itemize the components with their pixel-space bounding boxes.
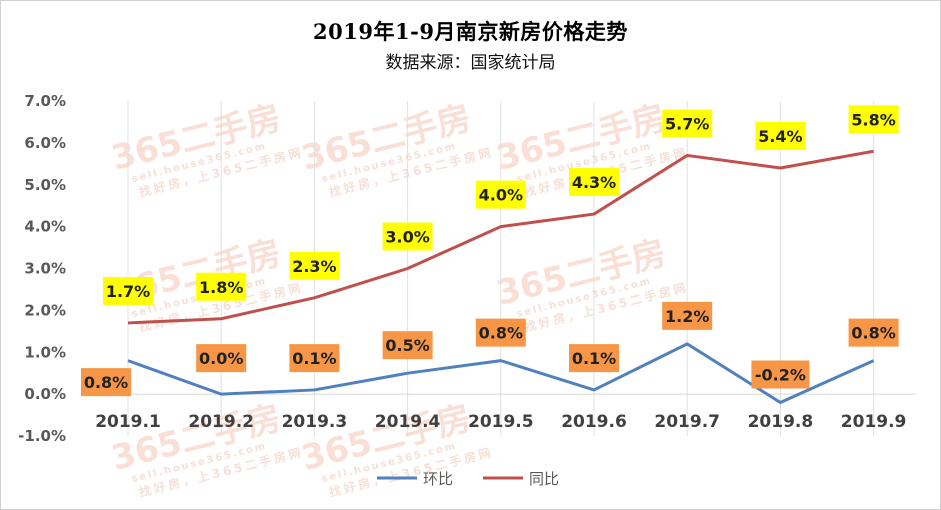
- legend-item: 环比: [377, 470, 453, 488]
- data-label-box: [475, 318, 526, 347]
- data-label-text: 4.0%: [479, 186, 523, 205]
- legend-item: 同比: [483, 470, 559, 488]
- x-tick-label: 2019.3: [282, 412, 348, 432]
- data-label-text: 0.8%: [851, 324, 895, 343]
- data-label-text: 0.8%: [84, 373, 128, 392]
- y-tick-label: -1.0%: [18, 427, 66, 445]
- y-tick-label: 2.0%: [24, 301, 66, 319]
- data-label: -0.2%: [751, 360, 810, 389]
- data-label-box: [382, 222, 433, 251]
- data-label-box: [751, 360, 810, 389]
- data-label-text: 1.2%: [665, 307, 709, 326]
- data-label: 0.8%: [81, 368, 131, 397]
- x-tick-label: 2019.5: [468, 412, 534, 432]
- x-tick-label: 2019.4: [375, 412, 441, 432]
- data-label-text: 5.7%: [665, 114, 709, 133]
- data-label: 1.7%: [103, 276, 153, 305]
- data-label: 4.3%: [569, 168, 619, 197]
- data-label-box: [196, 272, 247, 301]
- data-label: 5.7%: [662, 109, 713, 138]
- data-label: 0.0%: [196, 344, 247, 373]
- watermark-group: 365二手房sell.house365.com找好房，上365二手房网365二手…: [108, 98, 690, 500]
- data-label-box: [81, 368, 131, 397]
- y-tick-label: 0.0%: [24, 385, 66, 403]
- data-label-box: [289, 344, 340, 373]
- x-tick-label: 2019.7: [654, 412, 720, 432]
- data-label-box: [662, 301, 713, 330]
- y-tick-label: 5.0%: [24, 176, 66, 194]
- legend-label: 环比: [423, 470, 453, 488]
- data-label: 0.8%: [475, 318, 526, 347]
- data-label-box: [475, 180, 526, 209]
- series-line-yoy: [127, 149, 874, 325]
- data-label-text: 3.0%: [385, 228, 429, 247]
- data-label-box: [848, 318, 899, 347]
- data-label: 0.1%: [569, 344, 619, 373]
- x-tick-label: 2019.8: [748, 412, 814, 432]
- data-label-text: 0.1%: [572, 349, 616, 368]
- data-label-box: [196, 344, 247, 373]
- data-label-text: 1.8%: [199, 278, 243, 297]
- data-label-box: [382, 331, 433, 360]
- data-label-text: -0.2%: [755, 366, 806, 385]
- y-tick-label: 7.0%: [24, 92, 66, 110]
- y-tick-label: 1.0%: [24, 343, 66, 361]
- data-label-text: 0.8%: [479, 324, 523, 343]
- chart-subtitle: 数据来源：国家统计局: [385, 53, 556, 73]
- data-label-box: [755, 122, 806, 150]
- legend: 环比 同比: [377, 470, 559, 488]
- data-label-box: [662, 109, 713, 138]
- data-label-box: [569, 168, 619, 197]
- x-tick-label: 2019.1: [95, 412, 161, 432]
- data-label-text: 5.4%: [758, 127, 802, 146]
- data-label-text: 0.1%: [292, 349, 336, 368]
- data-label-box: [289, 251, 340, 280]
- series-line-mom: [127, 342, 875, 404]
- data-label: 5.4%: [755, 122, 806, 150]
- data-label-box: [103, 276, 153, 305]
- y-tick-label: 4.0%: [24, 218, 66, 236]
- data-label-text: 5.8%: [851, 110, 895, 129]
- data-label: 0.5%: [382, 331, 433, 360]
- y-tick-label: 3.0%: [24, 260, 66, 278]
- x-tick-label: 2019.9: [841, 412, 907, 432]
- data-label: 5.8%: [848, 105, 899, 134]
- data-label-box: [569, 344, 619, 373]
- data-label-text: 1.7%: [106, 282, 150, 301]
- data-label-box: [848, 105, 899, 134]
- data-label: 1.2%: [662, 301, 713, 330]
- x-tick-label: 2019.6: [561, 412, 627, 432]
- data-label: 2.3%: [289, 251, 340, 280]
- data-label: 3.0%: [382, 222, 433, 251]
- data-label: 0.1%: [289, 344, 340, 373]
- y-tick-label: 6.0%: [24, 134, 66, 152]
- data-label-text: 0.5%: [385, 336, 429, 355]
- data-label: 0.8%: [848, 318, 899, 347]
- data-label-text: 0.0%: [199, 349, 243, 368]
- data-label-text: 2.3%: [292, 257, 336, 276]
- x-tick-label: 2019.2: [188, 412, 254, 432]
- data-label: 4.0%: [475, 180, 526, 209]
- data-label-text: 4.3%: [572, 173, 616, 192]
- data-label: 1.8%: [196, 272, 247, 301]
- legend-label: 同比: [529, 470, 559, 488]
- chart-title: 2019年1-9月南京新房价格走势: [313, 19, 628, 44]
